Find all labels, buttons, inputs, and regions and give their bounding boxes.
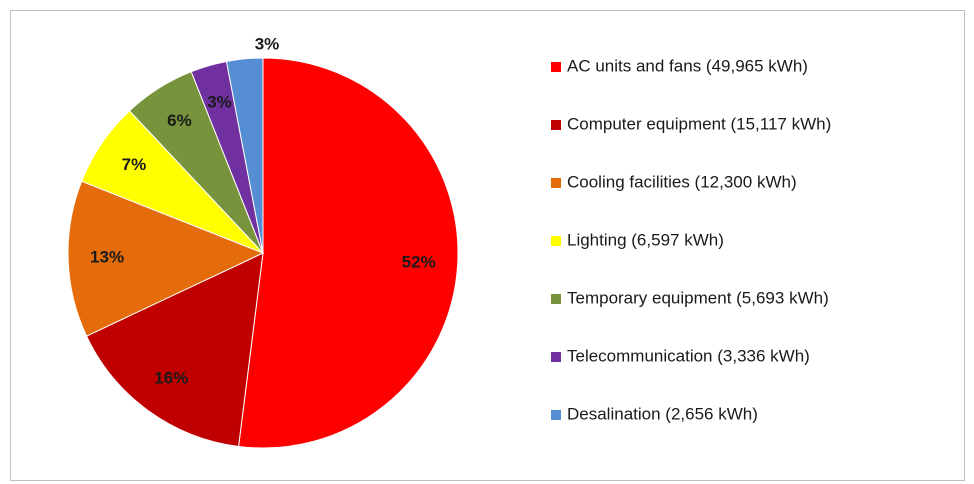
legend-swatch <box>551 294 561 304</box>
legend-swatch <box>551 62 561 72</box>
pie-slice <box>85 252 264 448</box>
slice-label: 3% <box>255 34 280 53</box>
legend-label: Computer equipment (15,117 kWh) <box>567 114 831 133</box>
pie-slice <box>238 57 459 449</box>
legend-swatch <box>551 236 561 246</box>
slice-label: 16% <box>154 369 188 388</box>
legend-swatch <box>551 120 561 130</box>
slice-label: 7% <box>122 155 147 174</box>
legend-label: Desalination (2,656 kWh) <box>567 404 758 423</box>
legend-swatch <box>551 410 561 420</box>
slice-label: 6% <box>167 111 192 130</box>
legend-label: AC units and fans (49,965 kWh) <box>567 56 808 75</box>
slice-label: 13% <box>90 247 124 266</box>
legend-label: Temporary equipment (5,693 kWh) <box>567 288 829 307</box>
legend-swatch <box>551 178 561 188</box>
legend-label: Cooling facilities (12,300 kWh) <box>567 172 797 191</box>
pie-slice <box>67 180 265 337</box>
legend-label: Lighting (6,597 kWh) <box>567 230 724 249</box>
pie-slice <box>225 57 264 254</box>
legend-swatch <box>551 352 561 362</box>
slice-label: 52% <box>402 252 436 271</box>
slice-label: 3% <box>207 93 232 112</box>
legend-label: Telecommunication (3,336 kWh) <box>567 346 810 365</box>
